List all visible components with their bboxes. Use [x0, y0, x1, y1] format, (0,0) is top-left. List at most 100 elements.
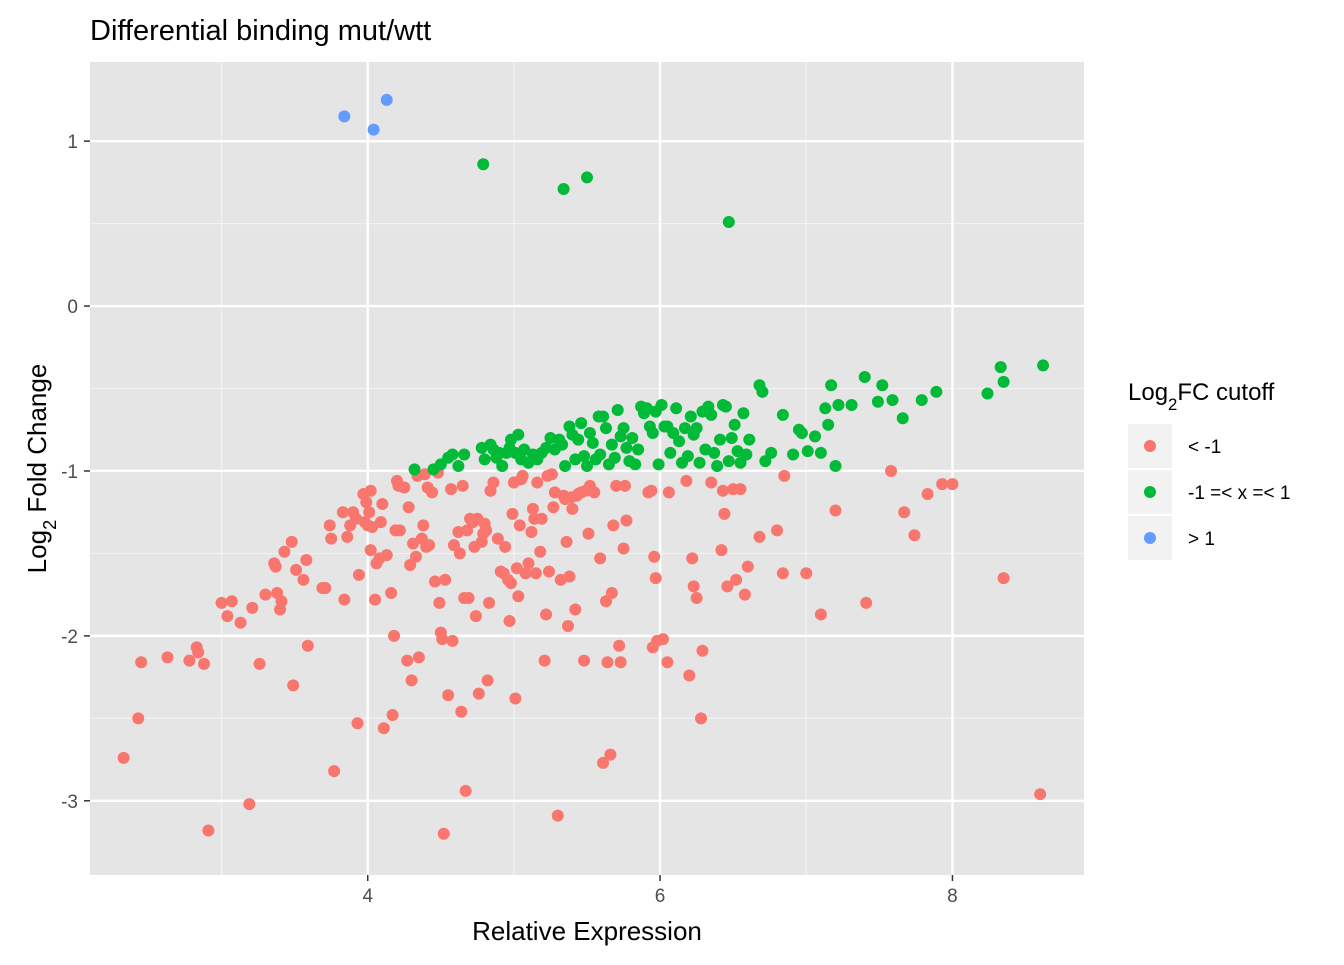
data-point	[336, 506, 349, 519]
data-point	[722, 455, 735, 468]
data-point	[453, 547, 466, 560]
data-point	[417, 519, 430, 532]
data-point	[898, 506, 911, 519]
data-point	[338, 593, 351, 606]
data-point	[1037, 359, 1050, 372]
data-point	[135, 656, 148, 669]
data-point	[300, 554, 313, 567]
legend: Log2FC cutoff < -1 -1 =< x =< 1 > 1	[1128, 379, 1290, 560]
data-point	[690, 591, 703, 604]
data-point	[661, 656, 674, 669]
data-point	[645, 484, 658, 497]
data-point	[253, 657, 266, 670]
minor-gridlines	[90, 62, 1084, 875]
data-point	[594, 552, 607, 565]
data-point	[734, 483, 747, 496]
data-point	[405, 674, 418, 687]
data-point	[718, 507, 731, 520]
data-point	[664, 446, 677, 459]
data-point	[388, 629, 401, 642]
data-point	[469, 610, 482, 623]
data-point	[657, 633, 670, 646]
data-point	[455, 705, 468, 718]
data-point	[915, 394, 928, 407]
data-point	[607, 519, 620, 532]
data-point	[997, 572, 1010, 585]
data-point	[795, 427, 808, 440]
data-point	[814, 608, 827, 621]
data-point	[518, 443, 531, 456]
data-point	[246, 601, 259, 614]
y-tick-label: 1	[67, 132, 78, 153]
data-point	[366, 521, 379, 534]
data-point	[680, 474, 693, 487]
data-point	[401, 654, 414, 667]
data-point	[582, 527, 595, 540]
data-point	[374, 516, 387, 529]
data-point	[673, 435, 686, 448]
data-point	[572, 433, 585, 446]
legend-label: > 1	[1188, 529, 1215, 550]
data-point	[560, 535, 573, 548]
data-point	[997, 375, 1010, 388]
data-point	[439, 573, 452, 586]
legend-label: < -1	[1188, 437, 1221, 458]
x-tick-label: 4	[362, 886, 373, 907]
legend-swatch	[1144, 440, 1156, 452]
data-point	[886, 394, 899, 407]
data-point	[499, 540, 512, 553]
legend-swatch	[1144, 486, 1156, 498]
data-point	[446, 448, 459, 461]
data-point	[921, 488, 934, 501]
data-point	[681, 450, 694, 463]
data-point	[364, 484, 377, 497]
x-axis-title: Relative Expression	[472, 916, 702, 946]
data-point	[715, 544, 728, 557]
data-point	[386, 709, 399, 722]
data-point	[433, 596, 446, 609]
data-point	[418, 468, 431, 481]
data-point	[809, 430, 822, 443]
data-point	[765, 446, 778, 459]
data-point	[445, 483, 458, 496]
data-point	[719, 400, 732, 413]
data-point	[648, 550, 661, 563]
axes: 4 6 810-1-2-3	[61, 132, 958, 907]
data-point	[705, 476, 718, 489]
data-point	[285, 535, 298, 548]
data-point	[946, 478, 959, 491]
y-tick-label: 0	[67, 297, 78, 318]
data-point	[503, 615, 516, 628]
data-point	[683, 669, 696, 682]
data-point	[534, 545, 547, 558]
data-point	[845, 399, 858, 412]
data-point	[652, 458, 665, 471]
y-axis-title: Log2 Fold Change	[22, 364, 60, 574]
data-point	[601, 656, 614, 669]
data-point	[721, 580, 734, 593]
data-point	[740, 448, 753, 461]
data-point	[771, 524, 784, 537]
legend-swatch	[1144, 532, 1156, 544]
data-point	[221, 610, 234, 623]
data-point	[325, 532, 338, 545]
data-point	[462, 591, 475, 604]
data-point	[290, 563, 303, 576]
data-point	[858, 370, 871, 383]
data-point	[509, 692, 522, 705]
data-point	[597, 756, 610, 769]
data-point	[686, 552, 699, 565]
data-point	[730, 573, 743, 586]
data-point	[542, 565, 555, 578]
data-point	[437, 827, 450, 840]
data-point	[540, 608, 553, 621]
data-point	[714, 433, 727, 446]
data-point	[800, 567, 813, 580]
data-point	[1034, 788, 1047, 801]
data-point	[504, 577, 517, 590]
data-point	[491, 532, 504, 545]
data-point	[583, 427, 596, 440]
data-point	[801, 445, 814, 458]
data-point	[819, 402, 832, 415]
data-point	[398, 481, 411, 494]
